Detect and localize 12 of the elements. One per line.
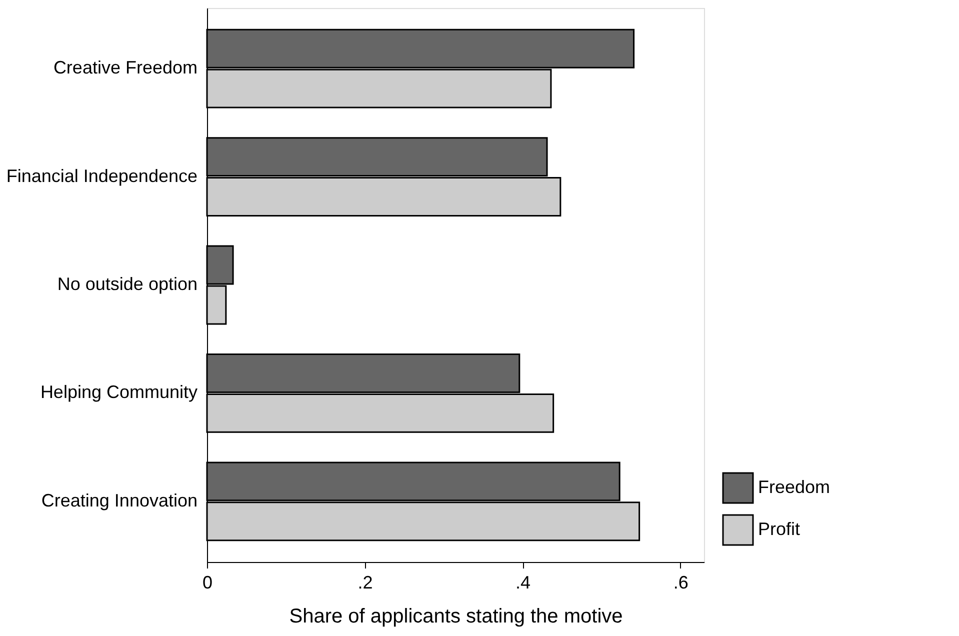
y-tick-label: Creative Freedom	[53, 58, 198, 78]
x-tick-label: .6	[673, 572, 688, 592]
x-tick-label: 0	[202, 572, 213, 592]
y-tick-label: Helping Community	[40, 382, 198, 402]
legend-label: Freedom	[758, 477, 830, 497]
y-tick-label: Financial Independence	[6, 166, 198, 186]
x-axis-title: Share of applicants stating the motive	[289, 606, 623, 628]
legend-label: Profit	[758, 519, 800, 539]
x-tick-label: .2	[358, 572, 373, 592]
y-tick-label: Creating Innovation	[41, 490, 198, 510]
x-tick-label: .4	[516, 572, 531, 592]
y-tick-label: No outside option	[57, 274, 198, 294]
